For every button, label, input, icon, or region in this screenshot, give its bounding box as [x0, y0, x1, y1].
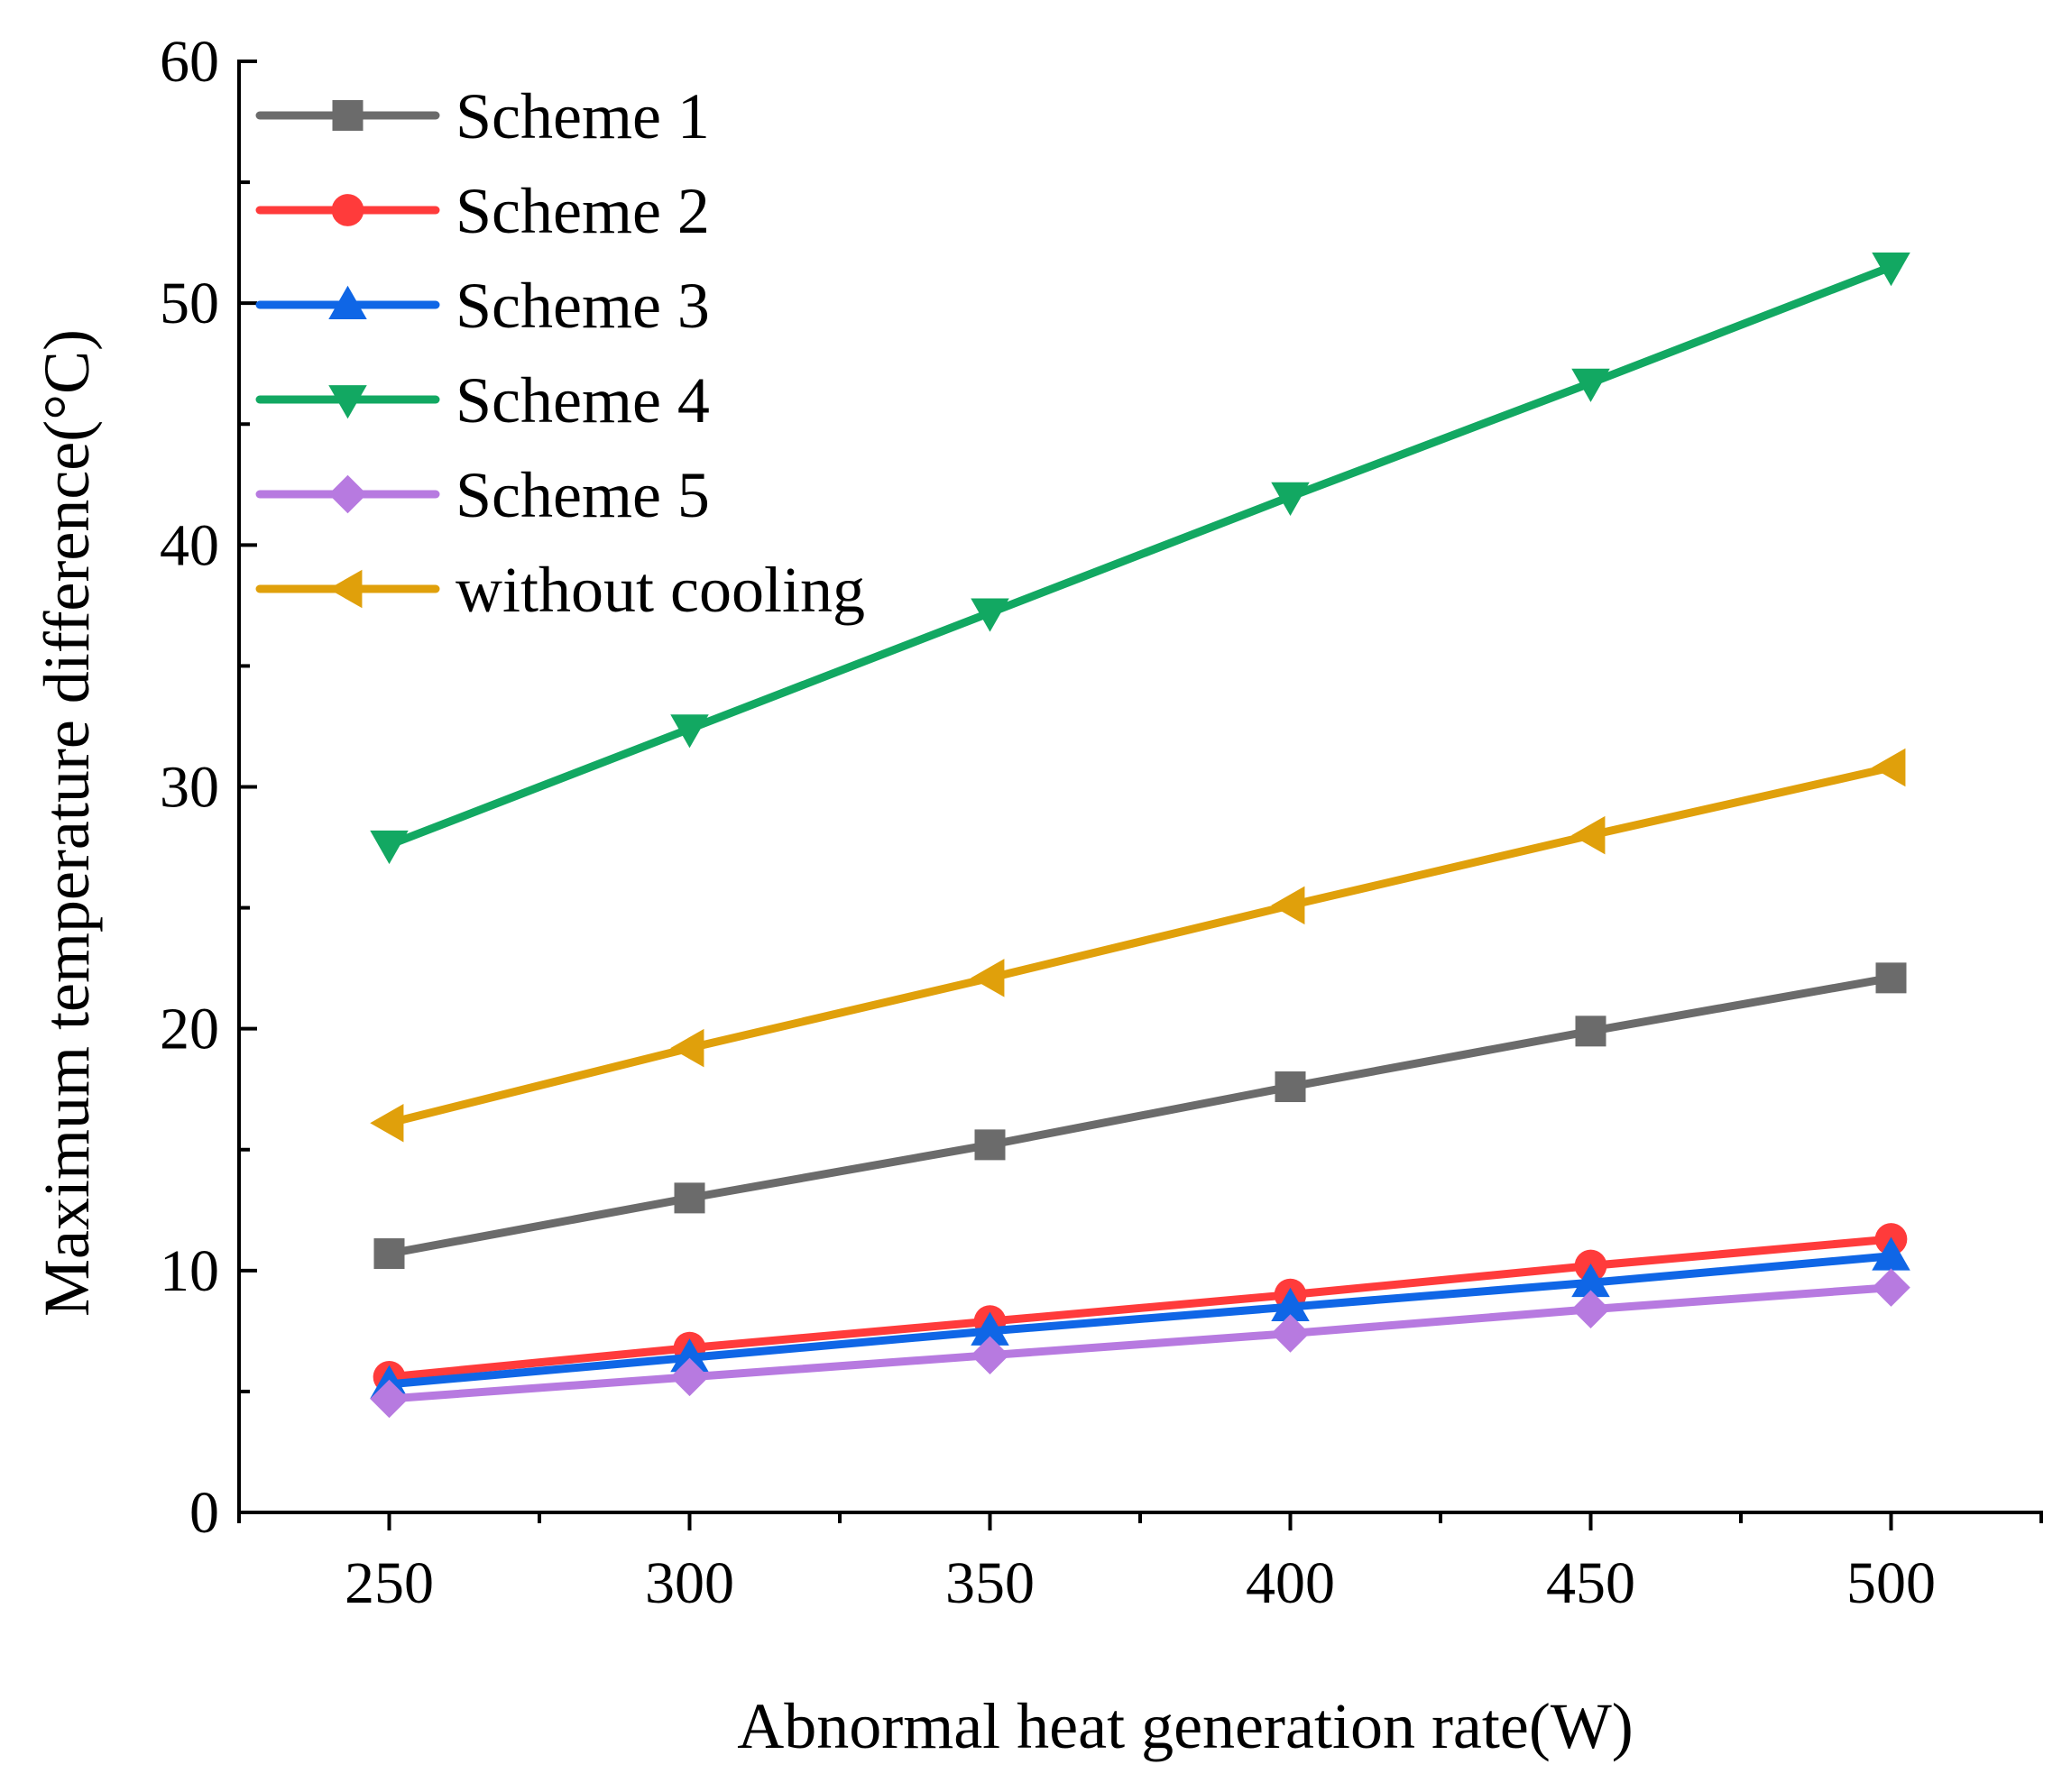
data-point — [370, 830, 409, 865]
series-line — [385, 1283, 1895, 1403]
data-point — [373, 1238, 405, 1270]
legend-item: Scheme 5 — [255, 459, 710, 531]
data-point — [971, 1311, 1009, 1346]
series-scheme-5 — [370, 1268, 1910, 1419]
data-point — [1872, 748, 1906, 787]
data-point — [670, 1028, 704, 1068]
x-tick-label: 300 — [645, 1550, 734, 1616]
data-point — [1872, 253, 1910, 287]
legend-marker — [331, 194, 364, 226]
x-tick-label: 250 — [345, 1550, 434, 1616]
y-tick-label: 50 — [160, 271, 219, 336]
legend-marker — [328, 569, 363, 609]
data-point — [1571, 815, 1606, 855]
legend-item: Scheme 2 — [255, 175, 710, 247]
y-tick-label: 30 — [160, 755, 219, 821]
data-point — [971, 598, 1009, 632]
data-point — [1571, 1290, 1610, 1328]
legend-item: Scheme 3 — [255, 270, 710, 342]
series-line — [385, 1252, 1895, 1389]
y-tick-label: 60 — [160, 29, 219, 95]
data-point — [1875, 962, 1907, 994]
legend: Scheme 1 Scheme 2 Scheme 3 Scheme 4 Scheme 5… — [255, 80, 865, 626]
data-point — [670, 714, 709, 749]
legend-item: without cooling — [255, 554, 865, 626]
legend-label: Scheme 5 — [456, 459, 710, 531]
data-point — [1571, 368, 1610, 402]
series-without-cooling — [370, 748, 1906, 1143]
y-tick-label: 10 — [160, 1238, 219, 1304]
series-scheme-4 — [370, 253, 1910, 865]
data-point — [670, 1357, 709, 1397]
x-tick-label: 500 — [1846, 1550, 1936, 1616]
data-point — [1271, 886, 1305, 925]
data-point — [674, 1182, 705, 1214]
data-point — [1271, 1287, 1310, 1321]
y-tick-label: 40 — [160, 512, 219, 578]
legend-label: Scheme 2 — [456, 175, 710, 247]
y-axis-title: Maximum temperature difference(°C) — [31, 329, 103, 1317]
legend-label: Scheme 4 — [456, 364, 710, 437]
legend-marker — [332, 100, 364, 131]
legend-item: Scheme 1 — [255, 80, 710, 152]
series-line — [385, 973, 1895, 1258]
legend-marker — [328, 285, 367, 319]
data-point — [1571, 1263, 1610, 1298]
data-point — [370, 1379, 409, 1419]
data-point — [670, 1338, 709, 1373]
data-point — [1575, 1015, 1606, 1047]
series-line — [385, 262, 1895, 850]
y-tick-label: 20 — [160, 997, 219, 1062]
data-point — [370, 1104, 404, 1143]
series-layer — [370, 253, 1910, 1419]
data-point — [971, 1336, 1009, 1374]
data-point — [1271, 482, 1310, 516]
legend-marker — [328, 385, 367, 419]
legend-item: Scheme 4 — [255, 364, 710, 437]
legend-label: without cooling — [456, 554, 865, 626]
data-point — [1275, 1071, 1306, 1103]
data-point — [974, 1129, 1006, 1161]
series-line — [385, 763, 1895, 1127]
data-point — [1872, 1236, 1910, 1271]
series-scheme-1 — [373, 962, 1907, 1270]
data-point — [1872, 1268, 1910, 1307]
x-tick-label: 450 — [1546, 1550, 1635, 1616]
series-line — [385, 1235, 1895, 1382]
legend-marker — [328, 474, 367, 514]
x-tick-label: 400 — [1246, 1550, 1335, 1616]
data-point — [1271, 1314, 1310, 1353]
x-axis-title: Abnormal heat generation rate(W) — [737, 1690, 1634, 1762]
y-tick-label: 0 — [189, 1480, 219, 1546]
x-tick-label: 350 — [945, 1550, 1035, 1616]
axes: 0 10 20 30 40 50 60 250 300 350 400 450 500 — [160, 29, 2043, 1616]
legend-label: Scheme 3 — [456, 270, 710, 342]
data-point — [971, 959, 1005, 997]
legend-label: Scheme 1 — [456, 80, 710, 152]
